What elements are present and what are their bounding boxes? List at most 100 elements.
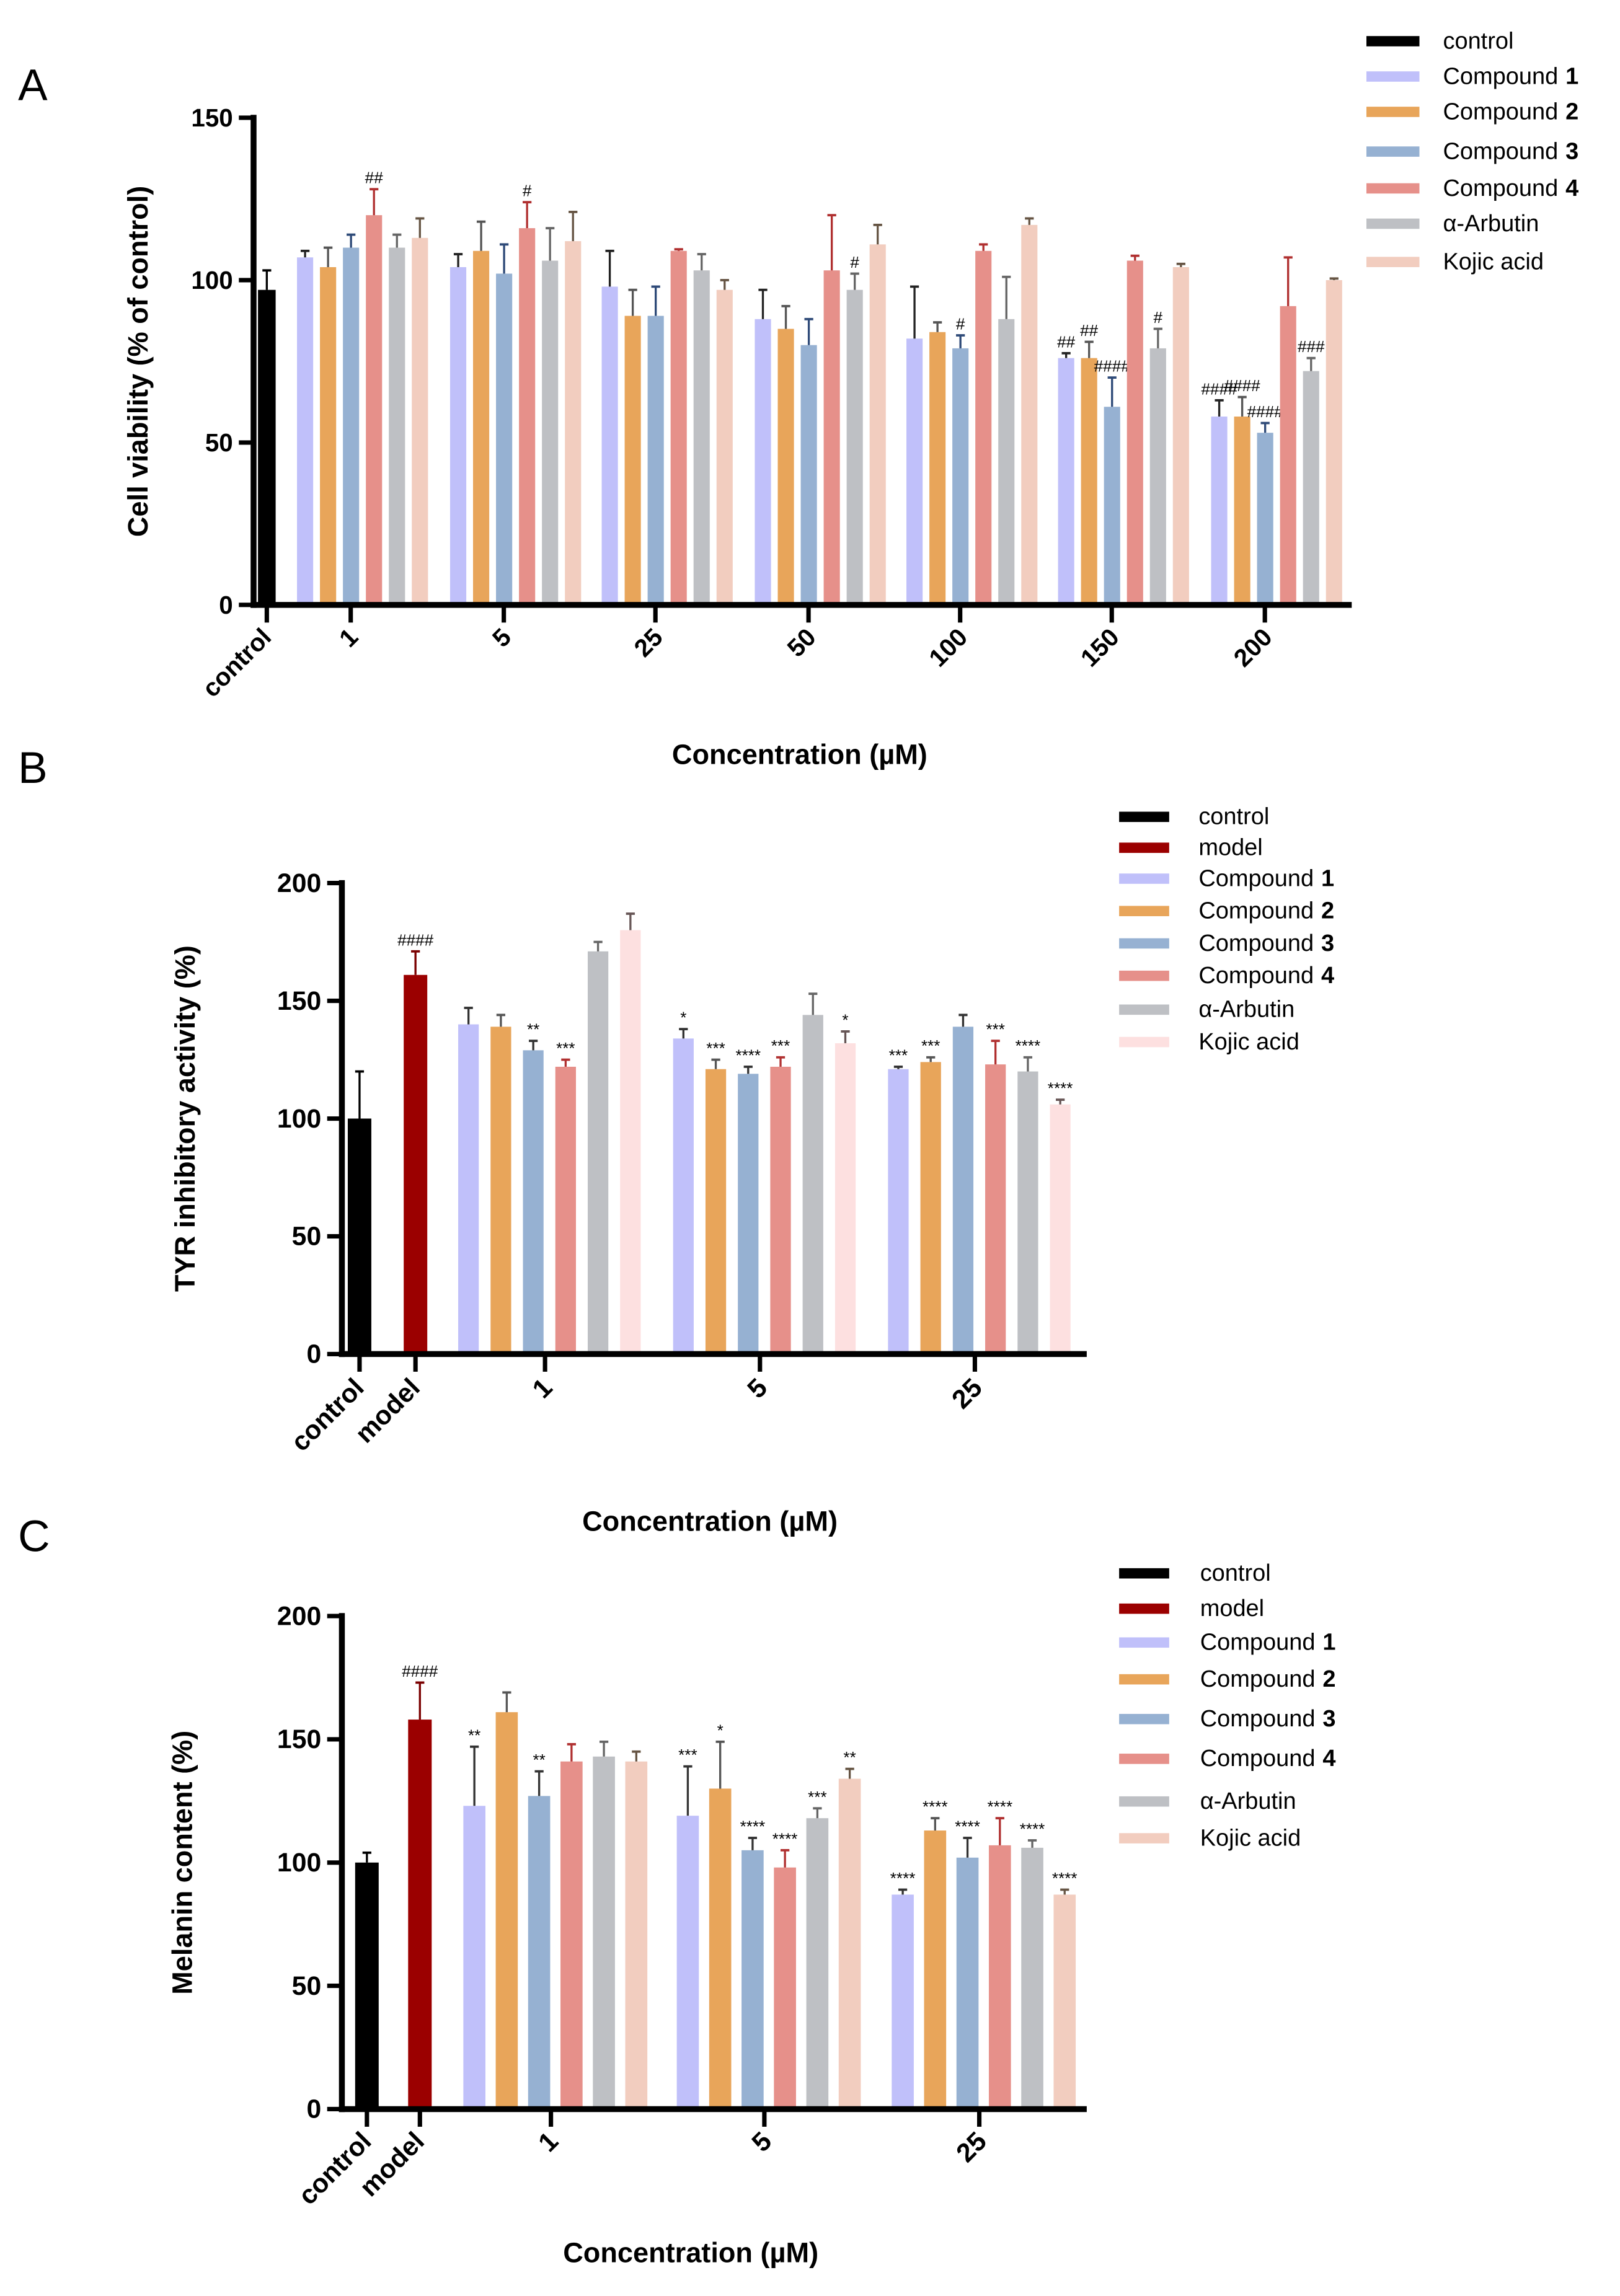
- legend-name: Compound: [1443, 175, 1558, 201]
- series-0-bar: [463, 1806, 485, 2109]
- series-2-bar: [1104, 407, 1120, 605]
- x-tick-label: 25: [629, 622, 668, 662]
- series-1-bar: [490, 1027, 511, 1354]
- series-4-bar: [806, 1818, 829, 2109]
- legend-name: Compound: [1198, 865, 1314, 891]
- legend-number: 1: [1565, 63, 1578, 89]
- x-tick-label: 25: [950, 2126, 993, 2168]
- legend-name: Compound: [1443, 138, 1558, 164]
- y-tick-label: 150: [191, 104, 232, 132]
- significance-label: #: [1154, 308, 1163, 327]
- series-0-bar: [892, 1894, 914, 2109]
- series-1-bar: [1234, 416, 1250, 605]
- significance-label: ***: [678, 1746, 697, 1764]
- significance-label: ####: [397, 930, 434, 949]
- panel-c: C control####model****1*****************…: [18, 1512, 1335, 2269]
- legend-name: α-Arbutin: [1198, 997, 1295, 1023]
- significance-label: *: [717, 1721, 724, 1739]
- y-tick-label: 0: [219, 591, 232, 619]
- legend-number: 4: [1565, 175, 1578, 201]
- legend-label: Compound 3: [1443, 138, 1578, 164]
- significance-label: **: [843, 1748, 856, 1767]
- x-tick-label: model: [350, 1373, 426, 1449]
- legend-swatch: [1119, 842, 1169, 853]
- legend-number: 1: [1322, 1630, 1335, 1656]
- legend-swatch: [1119, 1754, 1169, 1764]
- significance-label: ####: [402, 1662, 438, 1680]
- control-bar: [347, 1118, 371, 1354]
- significance-label: ####: [1202, 379, 1238, 398]
- legend-number: 1: [1321, 865, 1334, 891]
- series-5-bar: [716, 289, 733, 605]
- series-0-bar: [297, 257, 314, 605]
- series-2-bar: [952, 348, 969, 605]
- x-tick-label: control: [293, 2126, 377, 2210]
- legend-swatch: [1119, 970, 1169, 981]
- series-0-bar: [888, 1069, 909, 1354]
- series-3-bar: [366, 215, 383, 605]
- legend-swatch: [1119, 906, 1169, 917]
- significance-label: ****: [1020, 1819, 1045, 1838]
- significance-label: #: [523, 182, 532, 200]
- panel-b: B control####model*****1**** ********5***…: [18, 744, 1334, 1537]
- x-axis-label: Concentration (µM): [582, 1505, 838, 1537]
- legend-swatch: [1119, 1603, 1169, 1614]
- legend-swatch: [1119, 1713, 1169, 1724]
- y-tick-label: 150: [277, 986, 321, 1016]
- significance-label: ****: [1016, 1036, 1041, 1055]
- significance-label: **: [533, 1751, 545, 1769]
- significance-label: ****: [740, 1817, 766, 1835]
- significance-label: ****: [987, 1798, 1012, 1816]
- legend-swatch: [1366, 36, 1420, 46]
- legend-label: Compound 1: [1200, 1630, 1336, 1656]
- series-2-bar: [952, 1027, 974, 1354]
- legend-label: Compound 2: [1443, 99, 1578, 125]
- series-5-bar: [834, 1043, 856, 1354]
- legend-swatch: [1119, 1796, 1169, 1807]
- series-0-bar: [458, 1024, 479, 1354]
- significance-label: ##: [365, 169, 384, 187]
- legend-swatch: [1119, 1637, 1169, 1648]
- x-tick-label: 200: [1228, 622, 1278, 672]
- series-5-bar: [838, 1778, 861, 2109]
- series-1-bar: [320, 267, 337, 605]
- series-0-bar: [1211, 416, 1228, 605]
- series-2-bar: [741, 1850, 764, 2109]
- legend-number: 2: [1565, 99, 1578, 125]
- legend-name: model: [1200, 1596, 1264, 1622]
- legend-label: control: [1200, 1560, 1271, 1586]
- legend-label: control: [1443, 28, 1513, 54]
- significance-label: **: [468, 1726, 480, 1744]
- series-3-bar: [774, 1867, 796, 2109]
- legend-name: Compound: [1200, 1746, 1316, 1772]
- series-3-bar: [1126, 260, 1143, 605]
- model-bar: [404, 974, 428, 1354]
- series-0-bar: [906, 338, 923, 605]
- series-4-bar: [1021, 1847, 1043, 2109]
- legend-label: Compound 3: [1200, 1706, 1336, 1732]
- x-tick-label: 5: [746, 2126, 777, 2158]
- legend-number: 2: [1322, 1666, 1335, 1692]
- significance-label: ***: [706, 1039, 725, 1057]
- series-5-bar: [620, 930, 641, 1354]
- series-3-bar: [670, 250, 687, 605]
- y-tick-label: 50: [205, 428, 233, 457]
- series-1-bar: [924, 1830, 947, 2109]
- series-4-bar: [846, 289, 863, 605]
- legend-name: α-Arbutin: [1443, 211, 1539, 237]
- significance-label: ****: [890, 1869, 916, 1888]
- legend-name: Compound: [1443, 99, 1558, 125]
- significance-label: #: [850, 253, 859, 272]
- series-5-bar: [412, 237, 428, 605]
- series-5-bar: [1021, 224, 1038, 605]
- series-1-bar: [705, 1069, 727, 1354]
- x-tick-label: 25: [946, 1373, 988, 1415]
- series-0-bar: [673, 1038, 694, 1354]
- y-tick-label: 100: [277, 1848, 321, 1878]
- series-0-bar: [601, 286, 618, 605]
- series-2-bar: [1257, 433, 1273, 605]
- significance-label: ***: [556, 1039, 575, 1057]
- series-1-bar: [709, 1788, 732, 2109]
- legend-swatch: [1366, 218, 1420, 229]
